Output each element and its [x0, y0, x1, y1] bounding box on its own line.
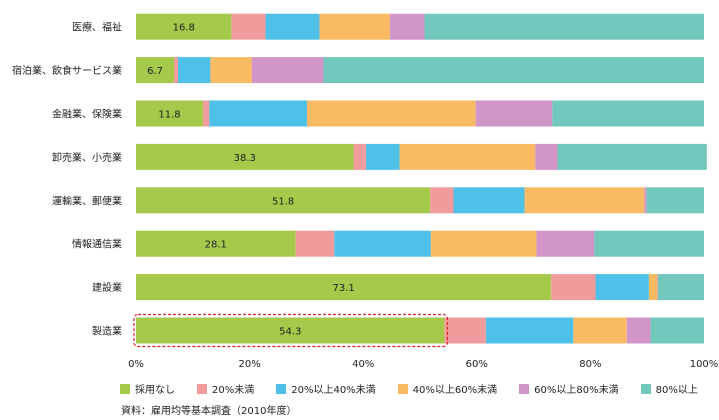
category-label: 情報通信業 — [72, 238, 122, 251]
bar-segment — [295, 230, 335, 257]
data-label: 38.3 — [234, 153, 256, 164]
bar-segment — [136, 274, 552, 301]
bar-segment — [136, 13, 232, 40]
bar-segment — [251, 57, 324, 84]
bar-segment — [594, 230, 704, 257]
bar-segment — [136, 57, 175, 84]
legend-item: 採用なし — [120, 381, 175, 396]
bar-segment — [475, 100, 553, 127]
category-label: 医療、福祉 — [72, 21, 122, 34]
x-tick-label: 80% — [579, 359, 601, 370]
bar-segment — [430, 230, 537, 257]
legend-item: 80%以上 — [640, 381, 698, 396]
bar-segment — [453, 187, 525, 214]
legend-swatch — [519, 383, 530, 394]
bar-segment — [595, 274, 649, 301]
data-label: 11.8 — [158, 110, 180, 121]
bar-segment — [535, 143, 558, 170]
x-tick-label: 0% — [128, 359, 144, 370]
bar-segment — [444, 317, 486, 344]
legend-label: 20%未満 — [212, 385, 255, 396]
bar-segment — [657, 274, 704, 301]
bar-segment — [646, 187, 704, 214]
legend-swatch — [640, 383, 651, 394]
bar-segment — [399, 143, 536, 170]
highlight-box — [133, 313, 449, 348]
legend-label: 60%以上80%未満 — [534, 385, 619, 396]
bar-segment — [136, 317, 445, 344]
category-label: 卸売業、小売業 — [52, 151, 122, 164]
stacked-bar-chart: 医療、福祉宿泊業、飲食サービス業金融業、保険業卸売業、小売業運輸業、郵便業情報通… — [12, 13, 718, 370]
bar-segment — [657, 274, 658, 301]
bar-segment — [485, 317, 574, 344]
bar-segment — [136, 230, 296, 257]
data-label: 6.7 — [147, 66, 163, 77]
bar-segment — [136, 143, 354, 170]
category-label: 製造業 — [92, 325, 122, 338]
bar-segment — [231, 13, 266, 40]
bar-segment — [265, 13, 320, 40]
data-label: 16.8 — [173, 23, 195, 34]
bar-segment — [209, 100, 307, 127]
legend-label: 採用なし — [135, 385, 175, 396]
bar-segment — [551, 274, 596, 301]
legend-label: 80%以上 — [655, 385, 698, 396]
x-tick-label: 40% — [352, 359, 374, 370]
bar-segment — [178, 57, 211, 84]
x-tick-label: 100% — [690, 359, 719, 370]
x-tick-label: 60% — [466, 359, 488, 370]
category-label: 運輸業、郵便業 — [52, 194, 122, 207]
bar-segment — [174, 57, 179, 84]
highlight-group — [133, 313, 449, 348]
legend-swatch — [197, 383, 207, 394]
bar-segment — [306, 100, 476, 127]
legend-item: 40%以上60%未満 — [397, 381, 498, 396]
source-note: 資料：雇用均等基本調査（2010年度） — [121, 406, 297, 417]
category-labels: 医療、福祉宿泊業、飲食サービス業金融業、保険業卸売業、小売業運輸業、郵便業情報通… — [12, 21, 122, 338]
bar-segment — [557, 143, 707, 170]
data-label: 54.3 — [279, 327, 301, 338]
bar-segment — [334, 230, 431, 257]
category-label: 建設業 — [92, 281, 122, 294]
category-label: 宿泊業、飲食サービス業 — [12, 64, 122, 77]
bars-group — [136, 13, 707, 344]
legend-swatch — [120, 383, 130, 394]
bar-segment — [536, 230, 595, 257]
data-label: 28.1 — [205, 240, 227, 251]
bar-segment — [210, 57, 252, 84]
bar-segment — [552, 100, 704, 127]
data-labels: 16.8 6.7 11.8 38.3 51.8 28.1 73.1 54.3 — [147, 23, 355, 338]
bar-segment — [430, 187, 454, 214]
legend-item: 20%未満 — [197, 381, 254, 396]
category-label: 金融業、保険業 — [52, 108, 122, 121]
legend-item: 20%以上40%未満 — [276, 381, 376, 396]
bar-segment — [650, 317, 704, 344]
bar-segment — [319, 13, 390, 40]
bar-segment — [136, 100, 204, 127]
legend: 採用なし 20%未満 20%以上40%未満 40%以上60%未満 60%以上80%未満 8… — [120, 381, 719, 396]
bar-segment — [389, 13, 425, 40]
legend-label: 40%以上60%未満 — [412, 385, 498, 396]
legend-swatch — [276, 383, 287, 394]
bar-segment — [573, 317, 627, 344]
legend-label: 20%以上40%未満 — [291, 385, 376, 396]
data-label: 51.8 — [272, 196, 294, 207]
bar-segment — [644, 187, 647, 214]
bar-segment — [626, 317, 651, 344]
bar-segment — [524, 187, 645, 214]
bar-segment — [353, 143, 367, 170]
x-tick-label: 20% — [238, 359, 260, 370]
legend-swatch — [397, 383, 408, 394]
legend-item: 60%以上80%未満 — [519, 381, 619, 396]
bar-segment — [323, 57, 704, 84]
bar-segment — [648, 274, 658, 301]
x-axis-ticks: 0% 20% 40% 60% 80% 100% — [128, 359, 718, 370]
bar-segment — [203, 100, 210, 127]
bar-segment — [136, 187, 431, 214]
data-label: 73.1 — [332, 283, 354, 294]
bar-segment — [424, 13, 704, 40]
bar-segment — [366, 143, 400, 170]
